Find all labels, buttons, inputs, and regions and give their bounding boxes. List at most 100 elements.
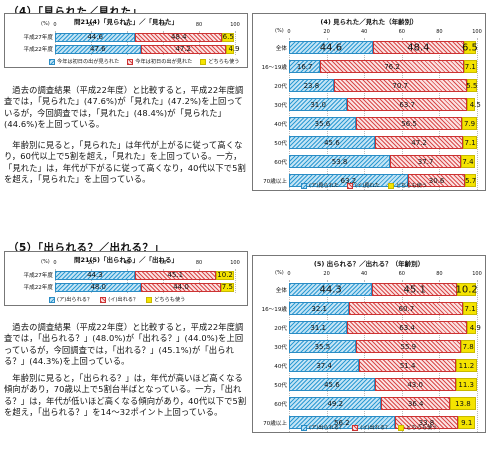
gridline bbox=[127, 269, 128, 293]
bar-segment bbox=[449, 397, 476, 410]
data-label: 11.3 bbox=[458, 380, 474, 389]
data-label: 4.5 bbox=[469, 100, 481, 109]
data-label: 7.1 bbox=[464, 62, 476, 71]
data-label: 5.5 bbox=[466, 81, 478, 90]
bar-segment bbox=[460, 340, 476, 353]
legend-swatch bbox=[146, 296, 153, 303]
legend-item: (ア)見られた bbox=[301, 182, 339, 189]
data-label: 7.9 bbox=[463, 119, 476, 128]
bar-segment bbox=[465, 174, 477, 187]
bar-segment bbox=[222, 32, 235, 42]
row-label: 30代 bbox=[274, 344, 287, 351]
data-label: 49.2 bbox=[327, 399, 344, 408]
row-label: 16～19歳 bbox=[261, 64, 287, 71]
data-label: 56.2 bbox=[334, 418, 350, 427]
bar-segment bbox=[289, 41, 373, 54]
bar-segment bbox=[374, 378, 456, 391]
data-label: 44.0 bbox=[173, 283, 189, 291]
tick-label: 80 bbox=[436, 29, 443, 35]
chart-title: (5) 出られる？／出れる？（年齢別） bbox=[313, 260, 425, 268]
legend-item: (ア)出られる？ bbox=[49, 296, 92, 303]
legend-swatch bbox=[49, 296, 55, 303]
tick-label: 40 bbox=[123, 22, 131, 28]
bar-segment bbox=[381, 397, 450, 410]
data-label: 45.1 bbox=[403, 284, 426, 295]
legend-label: (ア)出られる？ bbox=[57, 297, 93, 303]
data-label: 47.6 bbox=[90, 45, 106, 53]
legend-item: どちらも使う bbox=[398, 424, 437, 431]
legend-item: 今年は初日の出が見られた bbox=[49, 58, 119, 65]
data-label: 37.7 bbox=[417, 157, 434, 166]
gridline bbox=[127, 31, 128, 55]
data-label: 7.1 bbox=[464, 304, 476, 313]
row-label: 50代 bbox=[274, 382, 287, 389]
data-label: 30.6 bbox=[428, 176, 445, 185]
tick-label: 0 bbox=[53, 260, 57, 266]
legend: (ア)見られた (イ)見れた どちらも使う bbox=[301, 182, 427, 189]
gridline bbox=[91, 31, 92, 55]
legend-swatch bbox=[387, 182, 394, 189]
data-label: 48.4 bbox=[171, 33, 187, 41]
legend-label: 今年は初日の出が見れた bbox=[135, 59, 193, 65]
bar-segment bbox=[463, 136, 477, 149]
tick-label: 40 bbox=[361, 271, 368, 277]
data-label: 13.8 bbox=[455, 399, 471, 408]
gridline bbox=[289, 280, 290, 432]
paragraph: 年齢別に見ると，「出られる？」は，年代が高いほど高くなる傾向があり，70歳以上で… bbox=[4, 373, 247, 418]
bar-segment bbox=[463, 41, 477, 54]
bar-segment bbox=[289, 359, 360, 372]
gridline bbox=[477, 280, 478, 432]
data-label: 45.6 bbox=[324, 138, 340, 147]
legend-item: どちらも使う bbox=[200, 58, 239, 65]
tick-label: 80 bbox=[195, 22, 203, 28]
data-label: 55.9 bbox=[400, 342, 417, 351]
chart-panel: (4) 見られた／見れた（年齢別） (%) 0 20 40 60 80 100 全体 44.6 48… bbox=[252, 13, 486, 191]
legend-item: (イ)見れた bbox=[347, 182, 380, 189]
bar-segment bbox=[466, 321, 476, 334]
tick-label: 60 bbox=[398, 271, 405, 277]
tick-label: 60 bbox=[159, 22, 167, 28]
row-label: 平成22年度 bbox=[23, 47, 54, 53]
legend-item: どちらも使う bbox=[146, 296, 185, 303]
chart-title: 問21(4)「見られた」／「見れた」 bbox=[73, 18, 178, 26]
tick-label: 100 bbox=[230, 260, 240, 266]
bar-segment bbox=[55, 270, 135, 280]
data-label: 32.1 bbox=[311, 304, 327, 313]
data-label: 4.9 bbox=[469, 323, 481, 332]
paragraph: 年齢別に見ると，「見られた」は年代が上がるに従って高くなり，60代以上で5割を超… bbox=[4, 140, 246, 185]
bar-segment bbox=[355, 117, 463, 130]
legend-swatch bbox=[127, 58, 134, 65]
gridline bbox=[364, 280, 366, 432]
data-label: 7.8 bbox=[462, 342, 474, 351]
data-label: 63.7 bbox=[399, 100, 415, 109]
legend-label: どちらも使う bbox=[208, 59, 240, 65]
row-label: 20代 bbox=[274, 325, 287, 332]
gridline bbox=[235, 269, 236, 293]
data-label: 7.1 bbox=[464, 138, 476, 147]
bar-segment bbox=[355, 340, 461, 353]
tick-label: 100 bbox=[230, 22, 240, 28]
legend-label: (イ)出れる？ bbox=[360, 425, 391, 431]
data-label: 47.2 bbox=[175, 45, 191, 53]
legend-item: (イ)出れる？ bbox=[352, 424, 390, 431]
data-label: 76.2 bbox=[384, 62, 400, 71]
bar-segment bbox=[461, 155, 475, 168]
legend-label: 今年は初日の出が見られた bbox=[57, 59, 120, 65]
legend-item: 今年は初日の出が見れた bbox=[127, 58, 192, 65]
bar-segment bbox=[289, 321, 348, 334]
legend-swatch bbox=[347, 182, 353, 189]
tick-label: 20 bbox=[87, 260, 95, 266]
gridline bbox=[91, 269, 92, 293]
legend-label: (イ)見れた bbox=[355, 183, 380, 189]
legend-label: どちらも使う bbox=[406, 425, 438, 431]
tick-label: 20 bbox=[87, 22, 95, 28]
bar-segment bbox=[289, 98, 348, 111]
data-label: 6.5 bbox=[461, 42, 478, 53]
tick-label: 0 bbox=[287, 29, 291, 35]
gridline bbox=[163, 31, 164, 55]
unit-label: (%) bbox=[41, 259, 50, 265]
bar-segment bbox=[289, 340, 356, 353]
data-label: 63.2 bbox=[340, 176, 357, 185]
row-label: 20代 bbox=[274, 83, 287, 90]
row-label: 50代 bbox=[274, 140, 287, 147]
